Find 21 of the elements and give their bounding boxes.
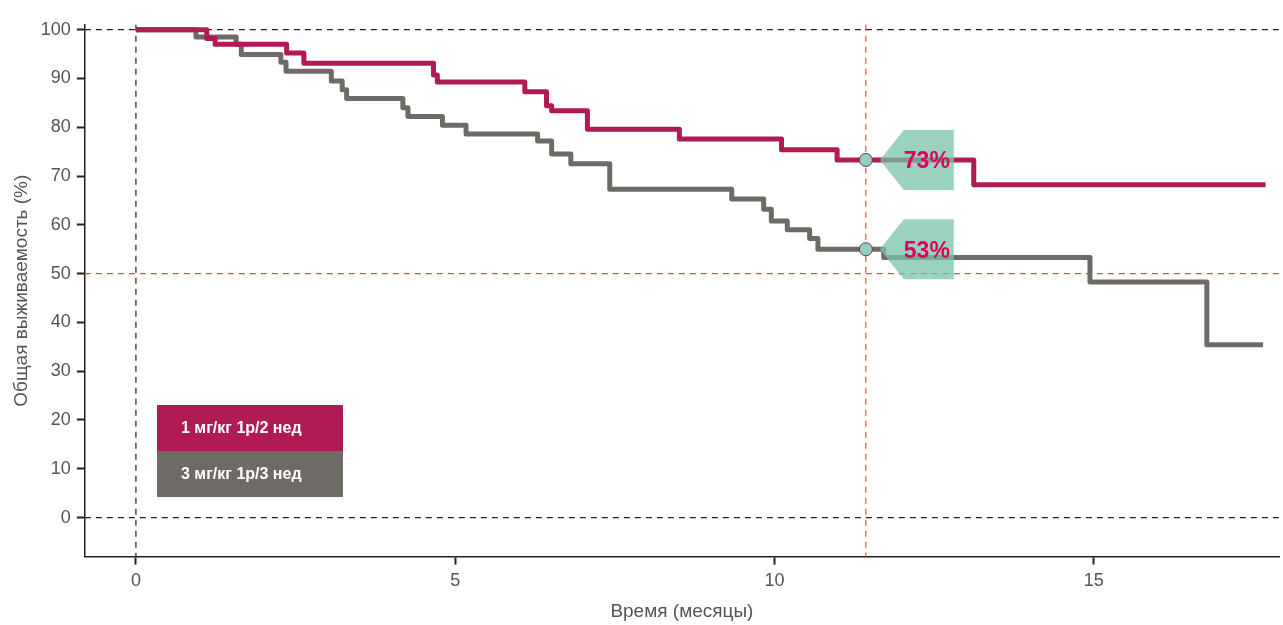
y-tick-label: 90 — [50, 67, 71, 88]
annotation: 73% — [903, 147, 950, 174]
y-tick-label: 70 — [50, 165, 71, 186]
y-tick-label: 20 — [50, 408, 71, 429]
x-tick-label: 0 — [130, 570, 141, 591]
annotation: 53% — [903, 236, 950, 263]
y-tick-label: 50 — [50, 262, 71, 283]
y-tick-label: 30 — [50, 360, 71, 381]
y-tick-label: 0 — [60, 506, 71, 527]
x-tick-label: 10 — [764, 570, 785, 591]
y-tick-label: 40 — [50, 311, 71, 332]
y-tick-label: 60 — [50, 213, 71, 234]
y-tick-label: 100 — [40, 18, 71, 39]
text: 1 мг/кг 1р/2 нед — [157, 405, 343, 451]
y-tick-label: 80 — [50, 116, 71, 137]
x-tick-label: 5 — [450, 570, 461, 591]
y-axis-title: Общая выживаемость (%) — [9, 174, 31, 407]
text: 3 мг/кг 1р/3 нед — [157, 451, 343, 497]
x-tick-label: 15 — [1083, 570, 1104, 591]
x-axis-title: Время (месяцы) — [610, 599, 754, 621]
y-tick-label: 10 — [50, 457, 71, 478]
